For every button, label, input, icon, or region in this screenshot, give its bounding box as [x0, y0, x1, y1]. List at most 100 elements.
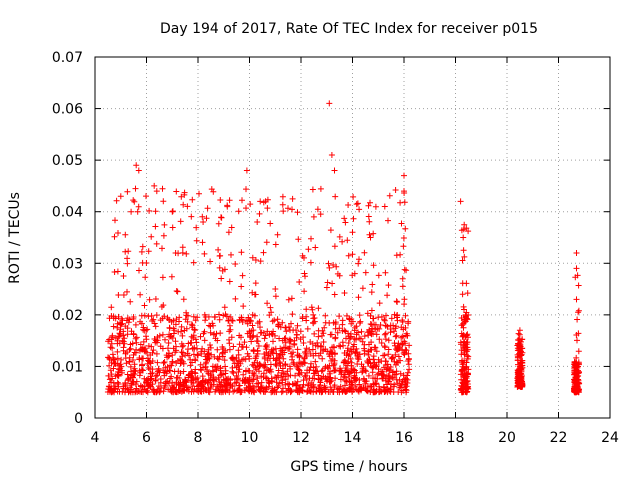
data-point	[460, 234, 467, 241]
data-point	[366, 326, 373, 333]
data-point	[161, 221, 168, 228]
data-point	[127, 345, 134, 352]
data-point	[149, 386, 156, 393]
data-point	[517, 343, 524, 350]
data-point	[198, 367, 205, 374]
data-point	[132, 321, 139, 328]
data-point	[105, 372, 112, 379]
data-point	[152, 337, 159, 344]
data-point	[120, 273, 127, 279]
data-point	[247, 332, 254, 339]
data-point	[290, 349, 296, 356]
data-point	[310, 364, 317, 371]
data-point	[325, 260, 332, 267]
data-point	[126, 316, 133, 323]
data-point	[256, 210, 263, 217]
data-point	[218, 214, 225, 221]
data-point	[112, 373, 119, 380]
data-point	[254, 219, 261, 225]
data-point	[277, 351, 284, 358]
data-point	[273, 374, 280, 381]
data-point	[151, 320, 158, 327]
data-point	[405, 358, 412, 364]
data-point	[317, 382, 324, 389]
data-point	[199, 239, 206, 246]
data-point	[273, 350, 280, 357]
data-point	[310, 352, 317, 359]
data-point	[306, 387, 313, 394]
data-point	[304, 388, 310, 395]
data-point	[385, 217, 391, 224]
data-point	[204, 368, 211, 375]
data-point	[119, 320, 125, 327]
data-point	[352, 375, 359, 382]
data-point	[318, 388, 325, 395]
data-point	[272, 286, 279, 292]
x-tick-label: 24	[601, 430, 619, 446]
data-point	[299, 361, 306, 368]
data-point	[385, 337, 392, 344]
data-point	[238, 316, 245, 323]
data-point	[365, 213, 372, 220]
data-point	[182, 378, 189, 385]
data-point	[138, 389, 145, 395]
data-point	[232, 295, 239, 302]
data-point	[147, 383, 154, 390]
data-point	[257, 258, 264, 265]
data-point	[347, 333, 354, 340]
data-point	[152, 208, 159, 215]
data-point	[150, 316, 157, 323]
data-point	[370, 353, 377, 360]
data-point	[125, 248, 132, 255]
data-point	[215, 356, 222, 363]
data-point	[402, 312, 409, 319]
data-point	[361, 333, 368, 340]
data-point	[166, 331, 173, 338]
data-point	[255, 363, 261, 370]
data-point	[346, 384, 353, 391]
data-point	[246, 374, 253, 381]
data-point	[250, 372, 257, 379]
data-point	[393, 298, 400, 305]
data-point	[264, 205, 271, 212]
data-point	[201, 337, 208, 344]
x-tick-label: 10	[241, 430, 259, 446]
data-point	[215, 374, 222, 381]
data-point	[516, 327, 523, 334]
data-point	[272, 374, 279, 381]
data-point	[282, 381, 289, 388]
data-point	[573, 385, 580, 392]
data-point	[178, 328, 184, 335]
data-point	[191, 346, 198, 352]
data-point	[460, 320, 467, 327]
data-point	[391, 371, 398, 378]
data-point	[359, 369, 366, 376]
data-point	[257, 324, 263, 331]
data-point	[226, 197, 233, 204]
data-point	[124, 260, 131, 267]
data-point	[240, 371, 247, 378]
data-point	[347, 355, 354, 362]
data-point	[194, 375, 201, 381]
data-point	[223, 313, 230, 320]
data-point	[265, 351, 272, 357]
data-point	[137, 291, 144, 298]
data-point	[294, 346, 301, 353]
data-point	[261, 335, 268, 342]
data-point	[119, 388, 126, 395]
data-point	[247, 201, 254, 208]
data-point	[572, 380, 579, 387]
data-point	[308, 235, 314, 242]
data-point	[296, 352, 303, 359]
data-point	[170, 325, 177, 332]
data-point	[160, 232, 167, 239]
data-point	[464, 339, 471, 346]
data-point	[398, 381, 405, 388]
data-point	[187, 356, 194, 363]
data-point	[252, 291, 259, 298]
data-point	[157, 343, 164, 350]
data-point	[341, 215, 348, 222]
data-point	[514, 351, 521, 358]
data-point	[356, 320, 363, 326]
data-point	[382, 375, 389, 381]
